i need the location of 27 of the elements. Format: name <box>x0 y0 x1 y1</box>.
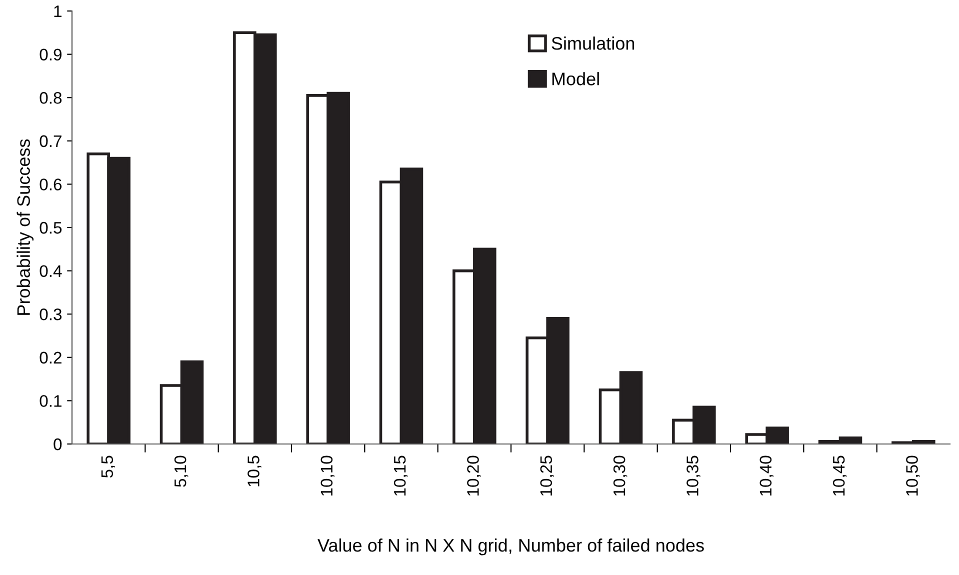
y-tick-label: 0.8 <box>40 92 62 104</box>
x-tick-label: 10,25 <box>540 456 554 496</box>
x-tick-label: 10,5 <box>248 456 262 486</box>
x-tick-label: 10,40 <box>760 456 774 496</box>
x-tick-label: 10,30 <box>613 456 628 496</box>
y-tick-label: 0.4 <box>40 265 62 278</box>
x-tick-label: 5,5 <box>101 456 116 478</box>
y-tick-label: 1 <box>54 6 62 18</box>
y-tick-label: 0 <box>54 438 62 450</box>
x-tick-label: 10,45 <box>832 456 847 496</box>
x-tick-label: 10,15 <box>394 456 408 496</box>
x-tick-label: 10,10 <box>320 456 335 496</box>
y-axis-title: Probability of Success <box>16 139 34 315</box>
y-tick-label: 0.7 <box>40 135 62 148</box>
legend-label: Simulation <box>552 36 634 50</box>
y-tick-label: 0.3 <box>40 308 62 320</box>
legend-label: Model <box>552 72 599 86</box>
y-tick-label: 0.1 <box>40 395 62 407</box>
y-tick-label: 0.6 <box>40 178 62 190</box>
x-tick-label: 10,20 <box>467 456 481 496</box>
x-tick-label: 10,35 <box>686 456 700 496</box>
x-axis-title: Value of N in N X N grid, Number of failed nodes <box>318 538 704 556</box>
y-tick-label: 0.5 <box>40 222 62 234</box>
y-tick-label: 0.2 <box>40 352 62 364</box>
y-tick-label: 0.9 <box>40 48 62 61</box>
x-tick-label: 5,10 <box>174 456 188 487</box>
x-tick-label: 10,50 <box>906 456 920 496</box>
